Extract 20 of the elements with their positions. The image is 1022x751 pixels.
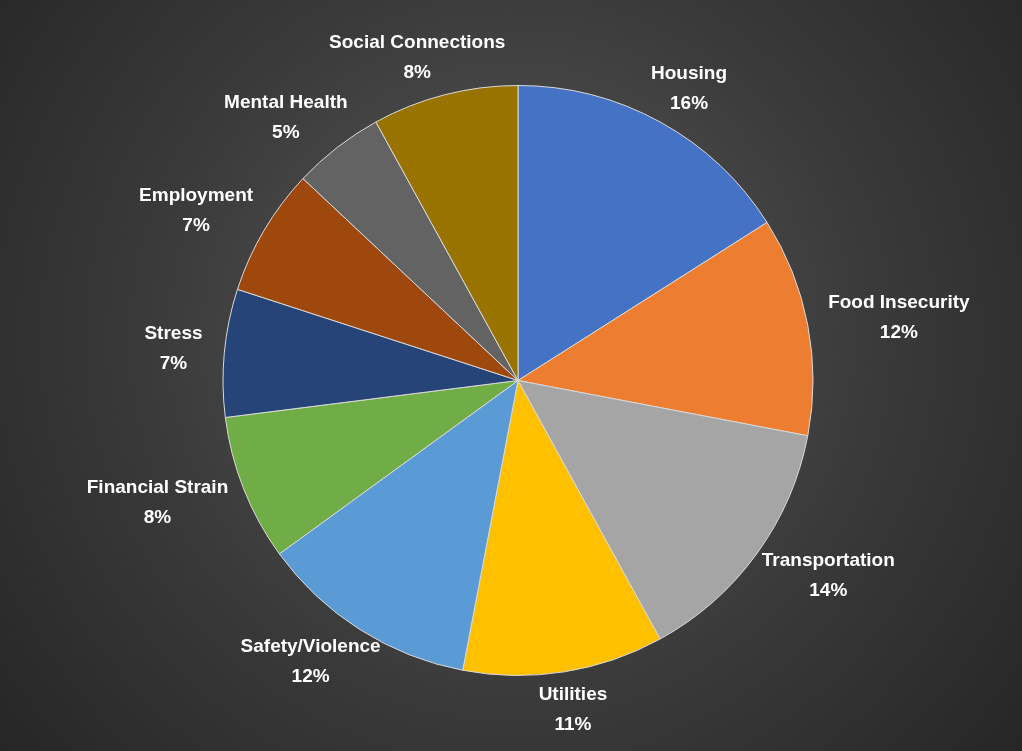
slice-label: Social Connections [329,31,506,53]
data-label: 5% [272,120,300,142]
slice-label: Housing [651,61,728,83]
slice-label: Employment [139,184,254,206]
data-label: 7% [182,214,210,236]
data-label: 12% [291,664,330,686]
data-label: 14% [809,579,848,601]
slice-label: Mental Health [224,90,348,112]
data-label: 8% [143,506,172,528]
data-label: 8% [403,61,432,83]
slice-label: Stress [144,322,203,344]
slice-label: Food Insecurity [828,291,971,313]
data-label: 7% [159,352,188,374]
data-label: 11% [554,712,592,734]
slice-label: Transportation [761,549,895,571]
slice-label: Safety/Violence [240,634,381,656]
data-label: 16% [670,91,709,113]
data-label: 12% [879,321,918,343]
slice-label: Financial Strain [86,476,229,498]
slice-label: Utilities [538,682,608,704]
